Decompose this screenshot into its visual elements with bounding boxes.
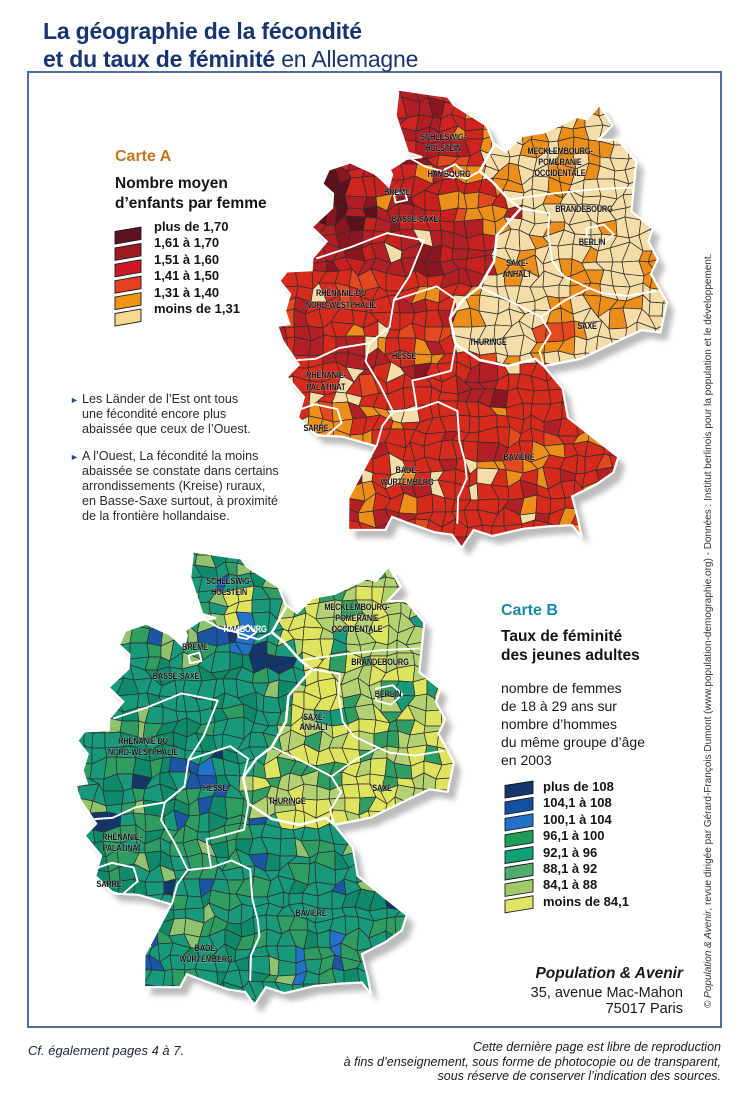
svg-text:OCCIDENTALE: OCCIDENTALE — [331, 623, 383, 634]
svg-text:SAXE: SAXE — [372, 782, 392, 793]
svg-text:HOLSTEIN: HOLSTEIN — [211, 586, 247, 597]
svg-text:BADE-: BADE- — [396, 464, 419, 475]
svg-text:RHÉNANIE DU: RHÉNANIE DU — [118, 735, 168, 746]
svg-text:WURTEMBERG: WURTEMBERG — [380, 476, 434, 487]
svg-text:THURINGE: THURINGE — [268, 795, 306, 806]
svg-text:MECKLEMBOURG-: MECKLEMBOURG- — [324, 601, 390, 612]
svg-text:RHÉNANIE-: RHÉNANIE- — [102, 831, 142, 842]
svg-text:BRANDEBOURG: BRANDEBOURG — [351, 656, 409, 667]
svg-text:OCCIDENTALE: OCCIDENTALE — [534, 167, 586, 178]
svg-text:SAXE: SAXE — [577, 320, 597, 331]
svg-text:HAMBOURG: HAMBOURG — [427, 168, 471, 179]
svg-text:BAVIÈRE: BAVIÈRE — [503, 451, 535, 462]
svg-text:THURINGE: THURINGE — [469, 336, 507, 347]
svg-text:ANHALT: ANHALT — [300, 721, 330, 732]
svg-text:HESSE: HESSE — [203, 782, 228, 793]
svg-text:ANHALT: ANHALT — [503, 268, 533, 279]
svg-text:HAMBOURG: HAMBOURG — [223, 623, 267, 634]
svg-text:BERLIN: BERLIN — [579, 236, 606, 247]
svg-text:NORD-WESTPHALIE: NORD-WESTPHALIE — [108, 746, 179, 757]
svg-text:POMÉRANIE: POMÉRANIE — [335, 612, 379, 623]
svg-text:SCHLESWIG-: SCHLESWIG- — [206, 575, 252, 586]
svg-text:PALATINAT: PALATINAT — [103, 842, 143, 853]
svg-text:BRÊME: BRÊME — [182, 640, 208, 652]
svg-text:PALATINAT: PALATINAT — [307, 381, 347, 392]
svg-text:RHÉNANIE-: RHÉNANIE- — [306, 369, 346, 380]
svg-text:BASSE-SAXE: BASSE-SAXE — [153, 670, 200, 681]
svg-text:MECKLEMBOURG-: MECKLEMBOURG- — [527, 145, 593, 156]
svg-text:BRANDEBOURG: BRANDEBOURG — [555, 203, 613, 214]
svg-text:POMÉRANIE: POMÉRANIE — [538, 156, 582, 167]
svg-text:NORD-WESTPHALIE: NORD-WESTPHALIE — [306, 299, 377, 310]
svg-text:SCHLESWIG-: SCHLESWIG- — [420, 131, 466, 142]
svg-text:HESSE: HESSE — [392, 350, 417, 361]
svg-text:RHÉNANIE-DU: RHÉNANIE-DU — [316, 287, 366, 298]
svg-text:BERLIN: BERLIN — [375, 688, 402, 699]
svg-text:BRÊME: BRÊME — [384, 185, 410, 197]
svg-text:HOLSTEIN: HOLSTEIN — [425, 142, 461, 153]
svg-text:BADE-: BADE- — [195, 942, 218, 953]
svg-text:SARRE: SARRE — [303, 422, 329, 433]
svg-text:WURTEMBERG: WURTEMBERG — [179, 953, 233, 964]
svg-text:BAVIÈRE: BAVIÈRE — [295, 907, 327, 918]
svg-text:BASSE-SAXE: BASSE-SAXE — [392, 213, 439, 224]
svg-text:SAXE-: SAXE- — [506, 257, 528, 268]
svg-text:SAXE-: SAXE- — [303, 711, 325, 722]
svg-text:SARRE: SARRE — [96, 878, 122, 889]
